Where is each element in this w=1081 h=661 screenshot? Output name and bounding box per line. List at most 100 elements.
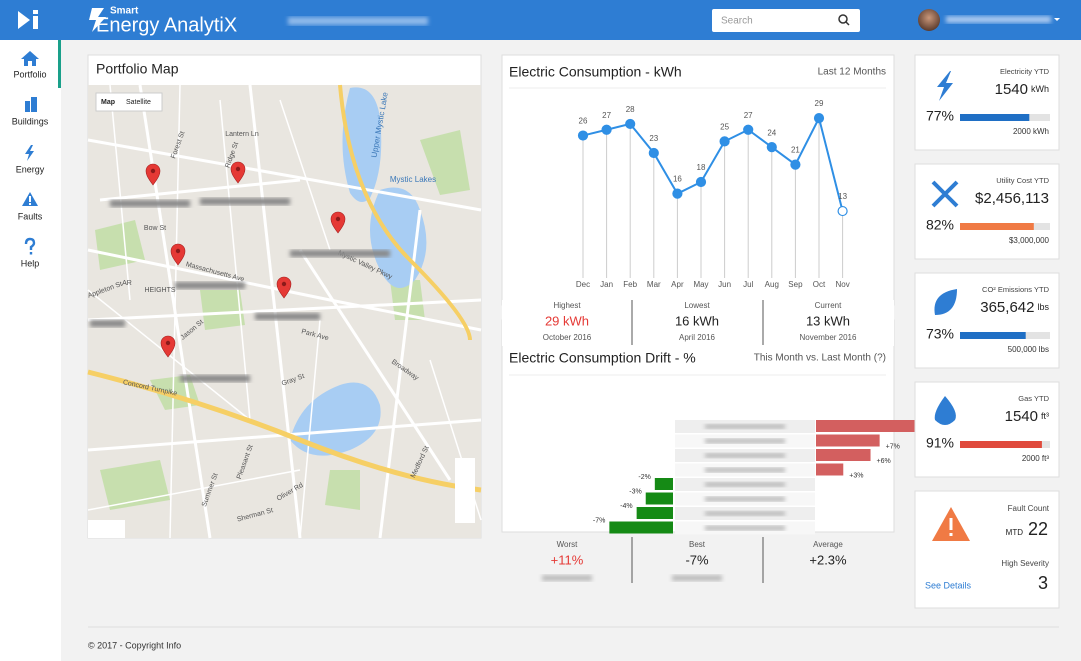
nav-label[interactable]: Portfolio [13,69,46,79]
kpi-value: 365,642 lbs [980,299,1049,316]
map-pin[interactable] [330,211,346,234]
bar-label: +6% [877,458,891,465]
kpi-percent: 82% [926,217,954,233]
nav-label[interactable]: Help [21,258,40,268]
footer-text: © 2017 - Copyright Info [88,640,181,650]
data-point [766,142,777,153]
data-label: 28 [626,105,635,114]
blurred-map-label [175,282,245,289]
user-avatar[interactable] [918,9,940,31]
kpi-percent: 91% [926,435,954,451]
bar [816,420,916,432]
map-pin[interactable] [145,163,161,186]
link[interactable]: See Details [925,580,972,590]
nav-icon-portfolio[interactable] [21,51,39,66]
nav-icon-energy[interactable] [25,145,34,161]
blurred-text [705,467,785,473]
progress-bar [960,441,1042,448]
blurred-text [542,575,592,581]
kpi-target: 2000 kWh [1013,127,1049,136]
kpi-value-number: 365,642 [980,299,1034,316]
kpi-percent: 77% [926,108,954,124]
kpi-value-number: 1540 [995,81,1028,98]
kpi-target: 2000 ft³ [1022,454,1049,463]
bar [609,521,673,534]
bar-label: +7% [886,443,900,450]
fault-icon-mark [949,518,953,530]
consumption-stats [502,300,894,346]
nav-icon-buildings[interactable] [25,97,37,112]
map-label: AR [122,280,132,287]
bar-label: +3% [849,472,863,479]
map-pin[interactable] [160,335,176,358]
search-icon[interactable] [838,14,850,26]
map-tab[interactable]: Satellite [126,99,151,106]
x-tick-label: Aug [765,280,779,289]
bar [654,478,673,490]
blurred-map-label [290,250,390,257]
map-pin[interactable] [276,276,292,299]
nav-label[interactable]: Buildings [12,116,49,126]
data-point [577,130,589,141]
blurred-text [705,424,785,429]
stat-label: Average [813,540,843,549]
bar-label: -2% [638,474,650,481]
map-tab[interactable]: Map [101,99,115,106]
progress-bar [960,114,1030,121]
data-label: 27 [602,111,611,120]
sidebar [0,40,61,661]
data-point [648,147,659,159]
kpi-card [914,381,1060,478]
nav-label[interactable]: Energy [16,164,45,174]
fault-title: Fault Count [1008,504,1050,513]
active-indicator [58,40,61,88]
nav-icon-help[interactable] [24,237,36,255]
map-pin-dot [165,340,171,346]
map-pin[interactable] [170,243,186,266]
data-point [837,205,848,217]
bar [645,492,673,505]
bar [636,507,673,519]
kpi-value: $2,456,113 [975,190,1049,207]
kpi-icon [934,396,956,425]
data-point [695,176,707,188]
blurred-text [705,496,785,502]
data-point [601,124,612,135]
stat-label: Lowest [684,301,710,310]
fault-count: 22 [1028,519,1048,539]
x-tick-label: Oct [813,280,826,289]
x-tick-label: Jul [743,280,753,289]
map-pin-dot [281,281,287,287]
app-logo[interactable] [18,10,38,29]
nav-icon-faults[interactable] [22,192,38,206]
stat-value: 16 kWh [675,313,719,328]
kpi-percent: 73% [926,326,954,342]
bar [816,434,880,447]
user-menu-caret[interactable] [1054,18,1060,21]
search-placeholder: Search [721,16,753,27]
data-label: 21 [791,146,800,155]
kpi-title: Gas YTD [1018,394,1049,403]
blurred-user-name [946,16,1051,23]
x-tick-label: Dec [576,280,590,289]
nav-label[interactable]: Faults [18,211,43,221]
data-label: 26 [579,117,588,126]
brand-name: Energy AnalytiX [96,14,237,36]
x-tick-label: Feb [623,280,637,289]
map-label: Lantern Ln [225,131,259,138]
map-pin-dot [150,168,156,174]
x-tick-label: Mar [647,280,661,289]
fault-card [914,490,1060,609]
drift-subtitle: This Month vs. Last Month (?) [754,353,886,364]
blurred-map-label [255,313,320,320]
blurred-map-label [200,198,290,205]
drift-title: Electric Consumption Drift - % [509,350,696,366]
search-box[interactable] [712,9,860,32]
severity-count: 3 [1038,573,1048,593]
progress-bar [960,223,1034,230]
kpi-value: 1540 ft³ [1005,408,1049,425]
map-pin[interactable] [230,161,246,184]
